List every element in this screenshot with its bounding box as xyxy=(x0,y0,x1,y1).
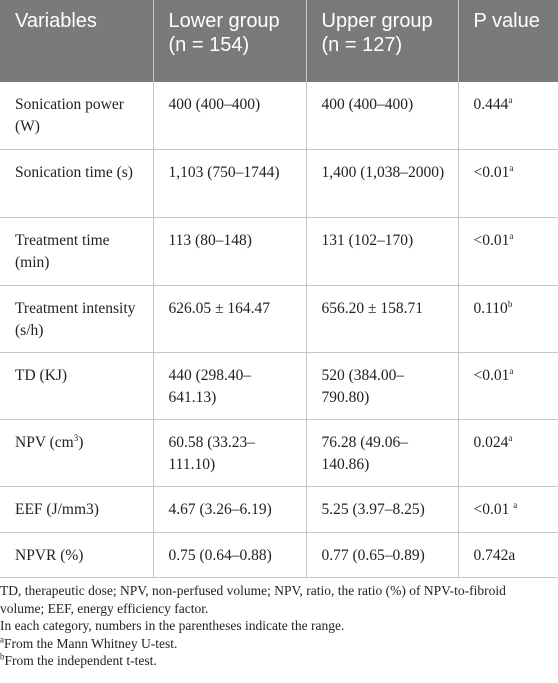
cell-p: <0.01a xyxy=(458,217,558,286)
cell-variable: Treatment time (min) xyxy=(0,217,154,286)
cell-p: <0.01a xyxy=(458,149,558,218)
cell-variable: TD (KJ) xyxy=(0,352,154,420)
cell-p: <0.01 a xyxy=(458,486,558,533)
table-row: NPVR (%) 0.75 (0.64–0.88) 0.77 (0.65–0.8… xyxy=(0,532,558,578)
table-row: Treatment intensity (s/h) 626.05 ± 164.4… xyxy=(0,285,558,353)
cell-lower: 0.75 (0.64–0.88) xyxy=(153,532,307,578)
cell-upper: 76.28 (49.06–140.86) xyxy=(306,419,459,487)
cell-variable: NPVR (%) xyxy=(0,532,154,578)
cell-lower: 4.67 (3.26–6.19) xyxy=(153,486,307,533)
footnote-abbreviations: TD, therapeutic dose; NPV, non-perfused … xyxy=(0,583,506,616)
table-row: EEF (J/mm3) 4.67 (3.26–6.19) 5.25 (3.97–… xyxy=(0,486,558,533)
results-table: Variables Lower group (n = 154) Upper gro… xyxy=(0,0,558,578)
cell-upper: 1,400 (1,038–2000) xyxy=(306,149,459,218)
table-row: TD (KJ) 440 (298.40–641.13) 520 (384.00–… xyxy=(0,352,558,420)
cell-p: 0.110b xyxy=(458,285,558,353)
table-row: Sonication power (W) 400 (400–400) 400 (… xyxy=(0,82,558,150)
cell-variable: Sonication time (s) xyxy=(0,149,154,218)
header-p-value: P value xyxy=(458,0,558,82)
cell-variable: Treatment intensity (s/h) xyxy=(0,285,154,353)
cell-lower: 60.58 (33.23–111.10) xyxy=(153,419,307,487)
cell-lower: 113 (80–148) xyxy=(153,217,307,286)
table-footnotes: TD, therapeutic dose; NPV, non-perfused … xyxy=(0,582,548,670)
header-lower-group: Lower group (n = 154) xyxy=(153,0,307,82)
cell-p: 0.024a xyxy=(458,419,558,487)
cell-upper: 656.20 ± 158.71 xyxy=(306,285,459,353)
cell-lower: 400 (400–400) xyxy=(153,82,307,150)
table-row: NPV (cm3) 60.58 (33.23–111.10) 76.28 (49… xyxy=(0,419,558,487)
cell-upper: 520 (384.00–790.80) xyxy=(306,352,459,420)
cell-upper: 0.77 (0.65–0.89) xyxy=(306,532,459,578)
cell-p: 0.742a xyxy=(458,532,558,578)
header-upper-group: Upper group (n = 127) xyxy=(306,0,459,82)
cell-variable: Sonication power (W) xyxy=(0,82,154,150)
header-row: Variables Lower group (n = 154) Upper gro… xyxy=(0,0,558,82)
table-row: Treatment time (min) 113 (80–148) 131 (1… xyxy=(0,217,558,286)
cell-upper: 400 (400–400) xyxy=(306,82,459,150)
cell-lower: 1,103 (750–1744) xyxy=(153,149,307,218)
cell-lower: 626.05 ± 164.47 xyxy=(153,285,307,353)
table-row: Sonication time (s) 1,103 (750–1744) 1,4… xyxy=(0,149,558,218)
footnote-b: bFrom the independent t-test. xyxy=(0,651,157,668)
cell-variable: EEF (J/mm3) xyxy=(0,486,154,533)
cell-lower: 440 (298.40–641.13) xyxy=(153,352,307,420)
footnote-range: In each category, numbers in the parenth… xyxy=(0,618,345,633)
cell-p: 0.444a xyxy=(458,82,558,150)
header-variables: Variables xyxy=(0,0,154,82)
cell-upper: 131 (102–170) xyxy=(306,217,459,286)
cell-upper: 5.25 (3.97–8.25) xyxy=(306,486,459,533)
footnote-a: aFrom the Mann Whitney U-test. xyxy=(0,634,178,651)
cell-p: <0.01a xyxy=(458,352,558,420)
cell-variable: NPV (cm3) xyxy=(0,419,154,487)
